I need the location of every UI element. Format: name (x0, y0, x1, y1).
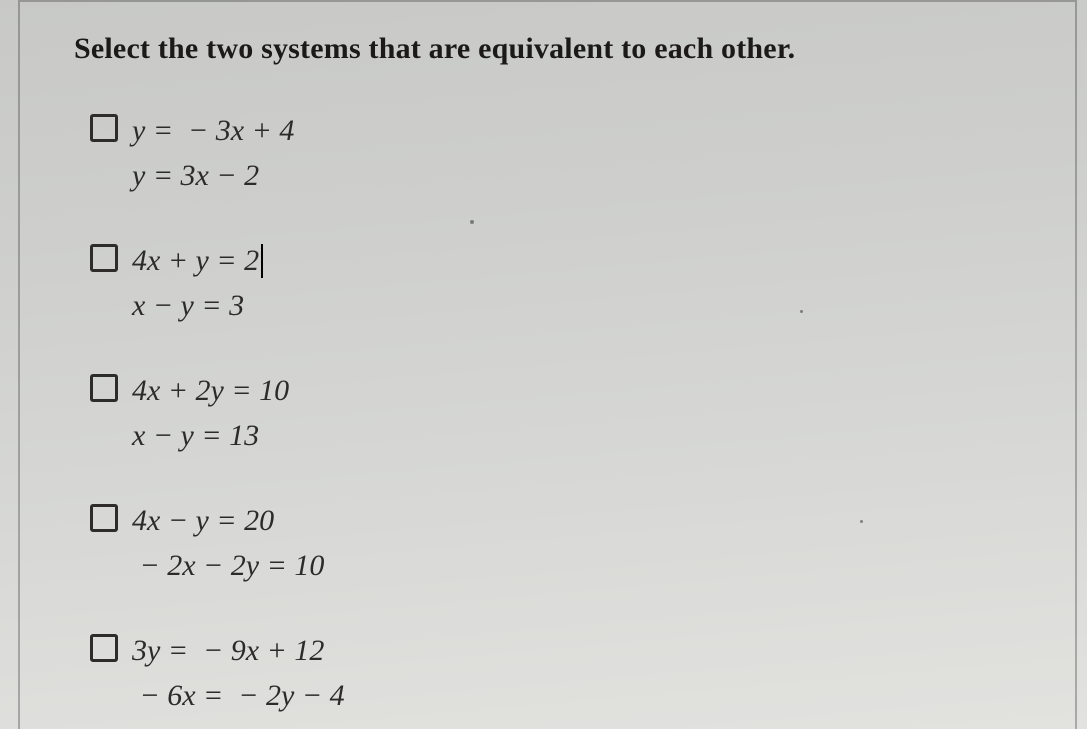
option-e-line1: 3y = − 9x + 12 (132, 634, 324, 667)
dust-speck (800, 310, 803, 313)
checkbox-a[interactable] (90, 114, 118, 142)
option-a-line1: y = − 3x + 4 (132, 114, 294, 147)
worksheet-page: Select the two systems that are equivale… (18, 0, 1077, 729)
text-cursor (261, 244, 263, 278)
option-e-equations: 3y = − 9x + 12 − 6x = − 2y − 4 (132, 628, 345, 718)
question-prompt: Select the two systems that are equivale… (74, 32, 1055, 66)
checkbox-c[interactable] (90, 374, 118, 402)
option-a[interactable]: y = − 3x + 4 y = 3x − 2 (90, 108, 1055, 198)
option-d[interactable]: 4x − y = 20 − 2x − 2y = 10 (90, 498, 1055, 588)
option-c-equations: 4x + 2y = 10 x − y = 13 (132, 368, 289, 458)
options-list: y = − 3x + 4 y = 3x − 2 4x + y = 2 x − y… (90, 108, 1055, 718)
checkbox-e[interactable] (90, 634, 118, 662)
checkbox-b[interactable] (90, 244, 118, 272)
option-e-line2: − 6x = − 2y − 4 (132, 679, 345, 712)
option-b-line1: 4x + y = 2 (132, 244, 259, 277)
option-c-line2: x − y = 13 (132, 419, 259, 452)
option-b-equations: 4x + y = 2 x − y = 3 (132, 238, 263, 328)
option-a-line2: y = 3x − 2 (132, 159, 259, 192)
dust-speck (860, 520, 863, 523)
dust-speck (470, 220, 474, 224)
option-b-line2: x − y = 3 (132, 289, 244, 322)
option-c[interactable]: 4x + 2y = 10 x − y = 13 (90, 368, 1055, 458)
option-d-line2: − 2x − 2y = 10 (132, 549, 324, 582)
option-a-equations: y = − 3x + 4 y = 3x − 2 (132, 108, 294, 198)
option-d-equations: 4x − y = 20 − 2x − 2y = 10 (132, 498, 324, 588)
option-d-line1: 4x − y = 20 (132, 504, 274, 537)
option-b[interactable]: 4x + y = 2 x − y = 3 (90, 238, 1055, 328)
option-e[interactable]: 3y = − 9x + 12 − 6x = − 2y − 4 (90, 628, 1055, 718)
option-c-line1: 4x + 2y = 10 (132, 374, 289, 407)
checkbox-d[interactable] (90, 504, 118, 532)
